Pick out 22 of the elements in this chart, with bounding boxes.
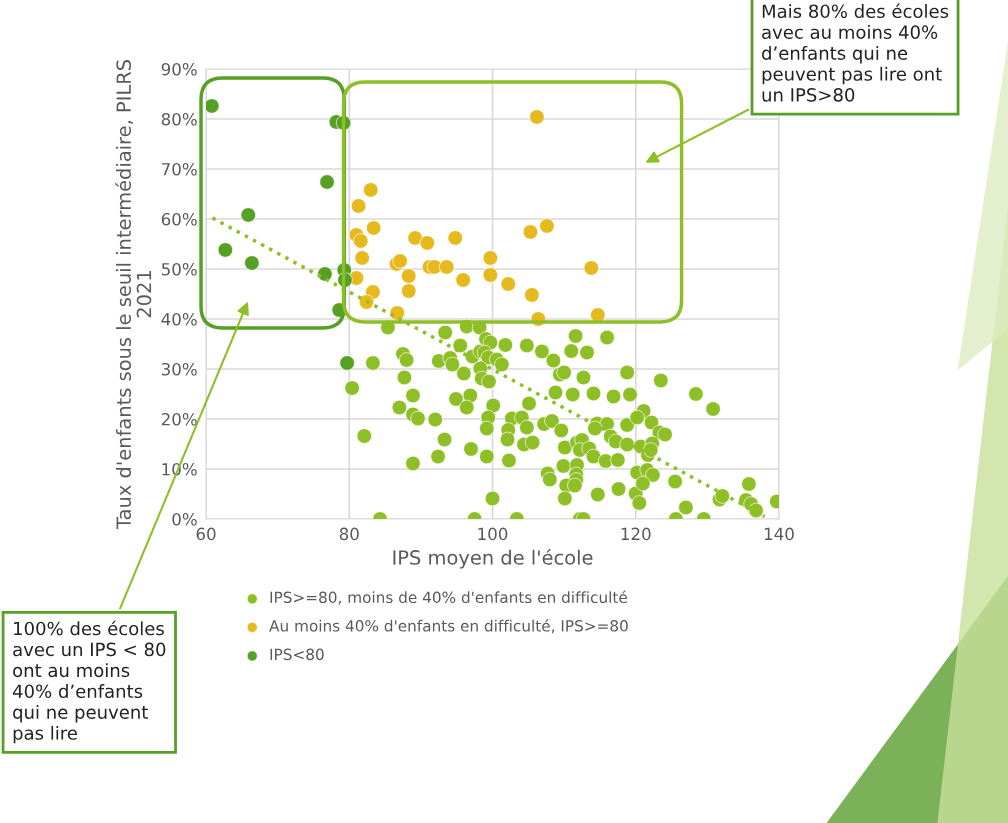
y-tick-label: 20% — [161, 412, 197, 426]
x-tick-label: 60 — [196, 527, 216, 541]
x-axis-title: IPS moyen de l'école — [393, 549, 593, 569]
y-tick-label: 0% — [172, 512, 197, 526]
legend-label: Au moins 40% d'enfants en difficulté, IPS>=80 — [269, 619, 628, 634]
x-tick-label: 120 — [621, 527, 651, 541]
y-tick-label: 80% — [161, 112, 197, 126]
y-axis-title: Taux d'enfants sous le seuil intermédiaire, PILRS 2021 — [115, 59, 152, 530]
x-tick-label: 100 — [478, 527, 508, 541]
y-tick-label: 30% — [161, 362, 197, 376]
point — [206, 98, 220, 114]
y-tick-label: 70% — [162, 162, 197, 176]
legend-label: IPS>=80, moins de 40% d'enfants en difficulté — [270, 590, 627, 605]
y-tick-label: 60% — [161, 212, 197, 226]
x-tick-label: 140 — [764, 527, 794, 541]
x-tick-label: 80 — [339, 527, 359, 541]
text: 100% des écoles avec un IPS < 80 ont au moins 40% d’enfants qui ne peuvent pas lire — [12, 620, 166, 744]
y-tick-label: 90% — [161, 62, 197, 76]
legend-label: IPS<80 — [270, 648, 324, 661]
y-tick-label: 50% — [161, 262, 197, 276]
y-tick-label: 40% — [161, 312, 197, 326]
annotation: Mais 80% des écoles avec au moins 40% d’enfants qui ne peuvent pas lire ont un IPS>80 — [762, 3, 949, 102]
